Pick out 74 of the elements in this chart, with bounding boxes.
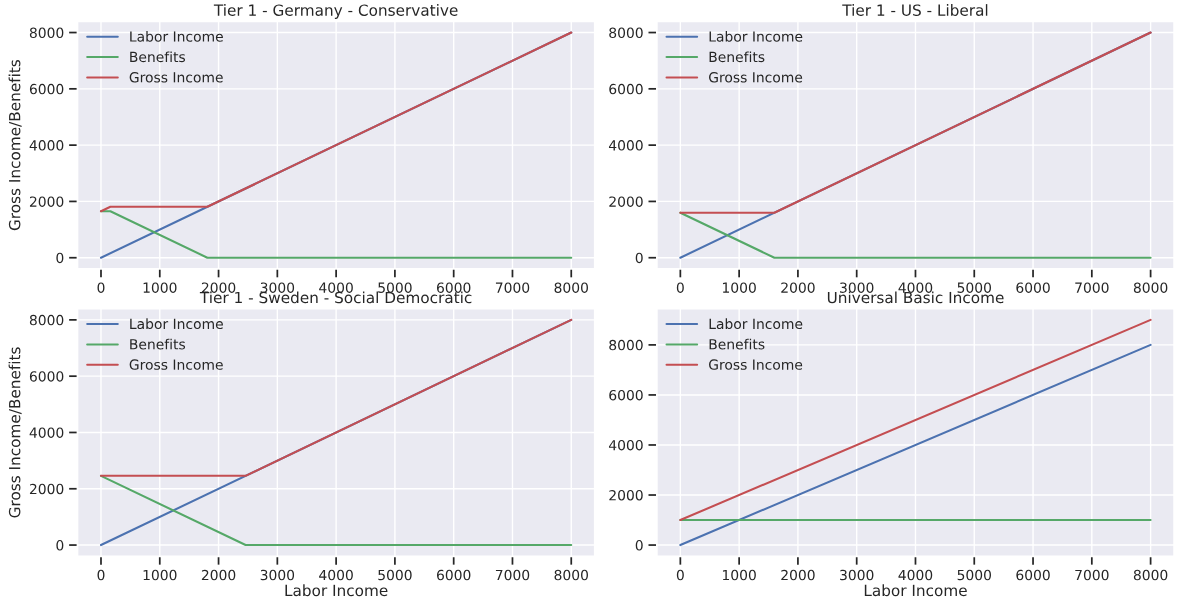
x-tick-label: 8000 [554,282,588,293]
legend-label: Benefits [130,51,186,63]
y-tick-label: 6000 [29,83,64,95]
x-tick-label: 5000 [378,282,412,293]
y-tick-label: 4000 [29,427,64,438]
y-tick-label: 8000 [29,27,64,39]
y-tick-label: 2000 [29,196,64,207]
x-tick-label: 6000 [436,569,471,581]
y-tick-label: 6000 [609,83,643,95]
x-tick-label: 0 [676,569,684,581]
y-tick-label: 6000 [609,389,643,401]
x-tick-label: 8000 [1133,569,1168,581]
x-tick-label: 7000 [1075,569,1109,581]
x-tick-label: 2000 [781,569,815,581]
legend-label: Gross Income [709,72,803,83]
x-tick-label: 3000 [840,282,874,293]
x-tick-label: 1000 [722,282,756,293]
legend-label: Benefits [709,51,765,63]
x-tick-label: 3000 [260,569,295,581]
x-tick-label: 6000 [436,282,471,293]
legend-label: Gross Income [129,72,223,83]
x-tick-label: 5000 [957,282,992,293]
legend-label: Gross Income [709,359,803,370]
y-tick-label: 2000 [29,483,64,495]
legend-label: Benefits [130,338,186,350]
x-tick-label: 5000 [378,569,412,581]
x-tick-label: 1000 [143,282,177,293]
x-tick-label: 0 [97,282,105,293]
x-tick-label: 5000 [957,569,992,581]
x-tick-label: 4000 [898,569,933,581]
chart-title: Universal Basic Income [827,291,1004,304]
y-tick-label: 0 [56,252,64,264]
y-tick-label: 4000 [608,140,643,151]
y-tick-label: 6000 [29,371,64,382]
x-tick-label: 3000 [260,282,295,293]
legend-label: Gross Income [129,359,223,370]
x-tick-label: 1000 [143,569,177,581]
y-tick-label: 0 [56,540,64,551]
x-tick-label: 7000 [495,569,530,581]
x-tick-label: 8000 [554,569,588,581]
x-tick-label: 2000 [201,569,236,581]
y-tick-label: 2000 [609,489,643,501]
y-tick-label: 2000 [609,196,643,207]
y-tick-label: 0 [635,540,643,551]
y-tick-label: 8000 [609,339,643,351]
x-tick-label: 4000 [319,282,353,293]
x-tick-label: 6000 [1016,282,1050,293]
y-tick-label: 4000 [608,439,643,451]
y-tick-label: 8000 [29,314,64,326]
x-axis-title: Labor Income [285,584,388,597]
y-axis-title: Gross Income/Benefits [8,347,22,518]
x-tick-label: 0 [97,569,105,581]
legend-label: Labor Income [130,318,223,330]
chart-title: Tier 1 - Germany - Conservative [213,4,458,19]
x-tick-label: 8000 [1133,282,1168,293]
x-tick-label: 0 [676,282,684,293]
y-tick-label: 4000 [29,140,64,151]
legend-label: Labor Income [709,31,803,42]
legend-label: Labor Income [709,318,803,330]
x-axis-title: Labor Income [864,584,967,597]
x-tick-label: 3000 [840,569,874,581]
chart-title: Tier 1 - US - Liberal [842,4,988,16]
x-tick-label: 7000 [1075,282,1109,293]
x-tick-label: 6000 [1016,569,1050,581]
legend-label: Labor Income [130,31,223,42]
x-tick-label: 4000 [319,569,353,581]
y-axis-title: Gross Income/Benefits [8,59,22,231]
legend-label: Benefits [709,338,765,350]
y-tick-label: 8000 [609,27,643,39]
y-tick-label: 0 [635,252,643,264]
x-tick-label: 2000 [781,282,815,293]
x-tick-label: 7000 [495,282,530,293]
x-tick-label: 4000 [898,282,933,293]
x-tick-label: 1000 [722,569,756,581]
